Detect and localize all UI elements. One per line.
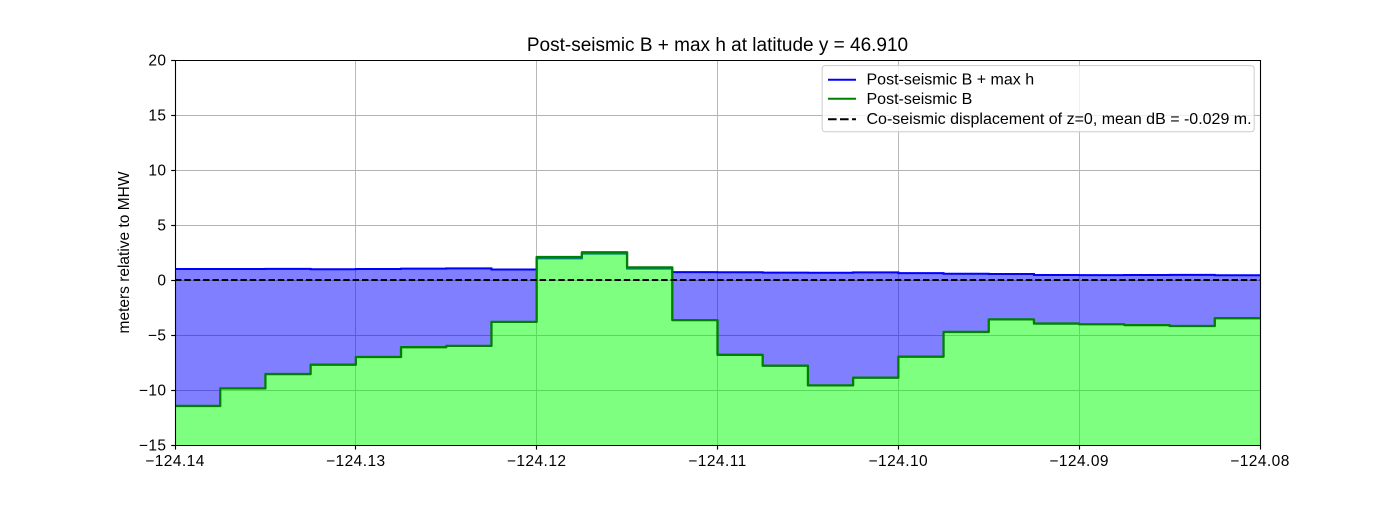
svg-text:−124.10: −124.10 — [869, 453, 929, 470]
svg-text:Co-seismic displacement of z=0: Co-seismic displacement of z=0, mean dB … — [867, 111, 1252, 128]
svg-text:meters relative to MHW: meters relative to MHW — [116, 171, 133, 333]
svg-text:−124.14: −124.14 — [145, 453, 205, 470]
svg-text:Post-seismic B + max h: Post-seismic B + max h — [867, 72, 1035, 89]
svg-text:−5: −5 — [148, 328, 167, 345]
svg-text:5: 5 — [157, 218, 166, 235]
svg-text:0: 0 — [157, 273, 166, 290]
svg-text:−10: −10 — [139, 383, 167, 400]
svg-text:15: 15 — [148, 108, 166, 125]
svg-text:20: 20 — [148, 53, 166, 70]
svg-text:10: 10 — [148, 163, 166, 180]
svg-text:−124.13: −124.13 — [326, 453, 386, 470]
svg-text:−124.11: −124.11 — [688, 453, 746, 470]
svg-text:−124.09: −124.09 — [1049, 453, 1109, 470]
svg-text:−124.08: −124.08 — [1230, 453, 1290, 470]
svg-text:−15: −15 — [139, 438, 167, 455]
svg-text:Post-seismic B: Post-seismic B — [867, 91, 973, 108]
svg-text:−124.12: −124.12 — [507, 453, 567, 470]
svg-text:Post-seismic B + max h at lati: Post-seismic B + max h at latitude y = 4… — [527, 35, 908, 56]
